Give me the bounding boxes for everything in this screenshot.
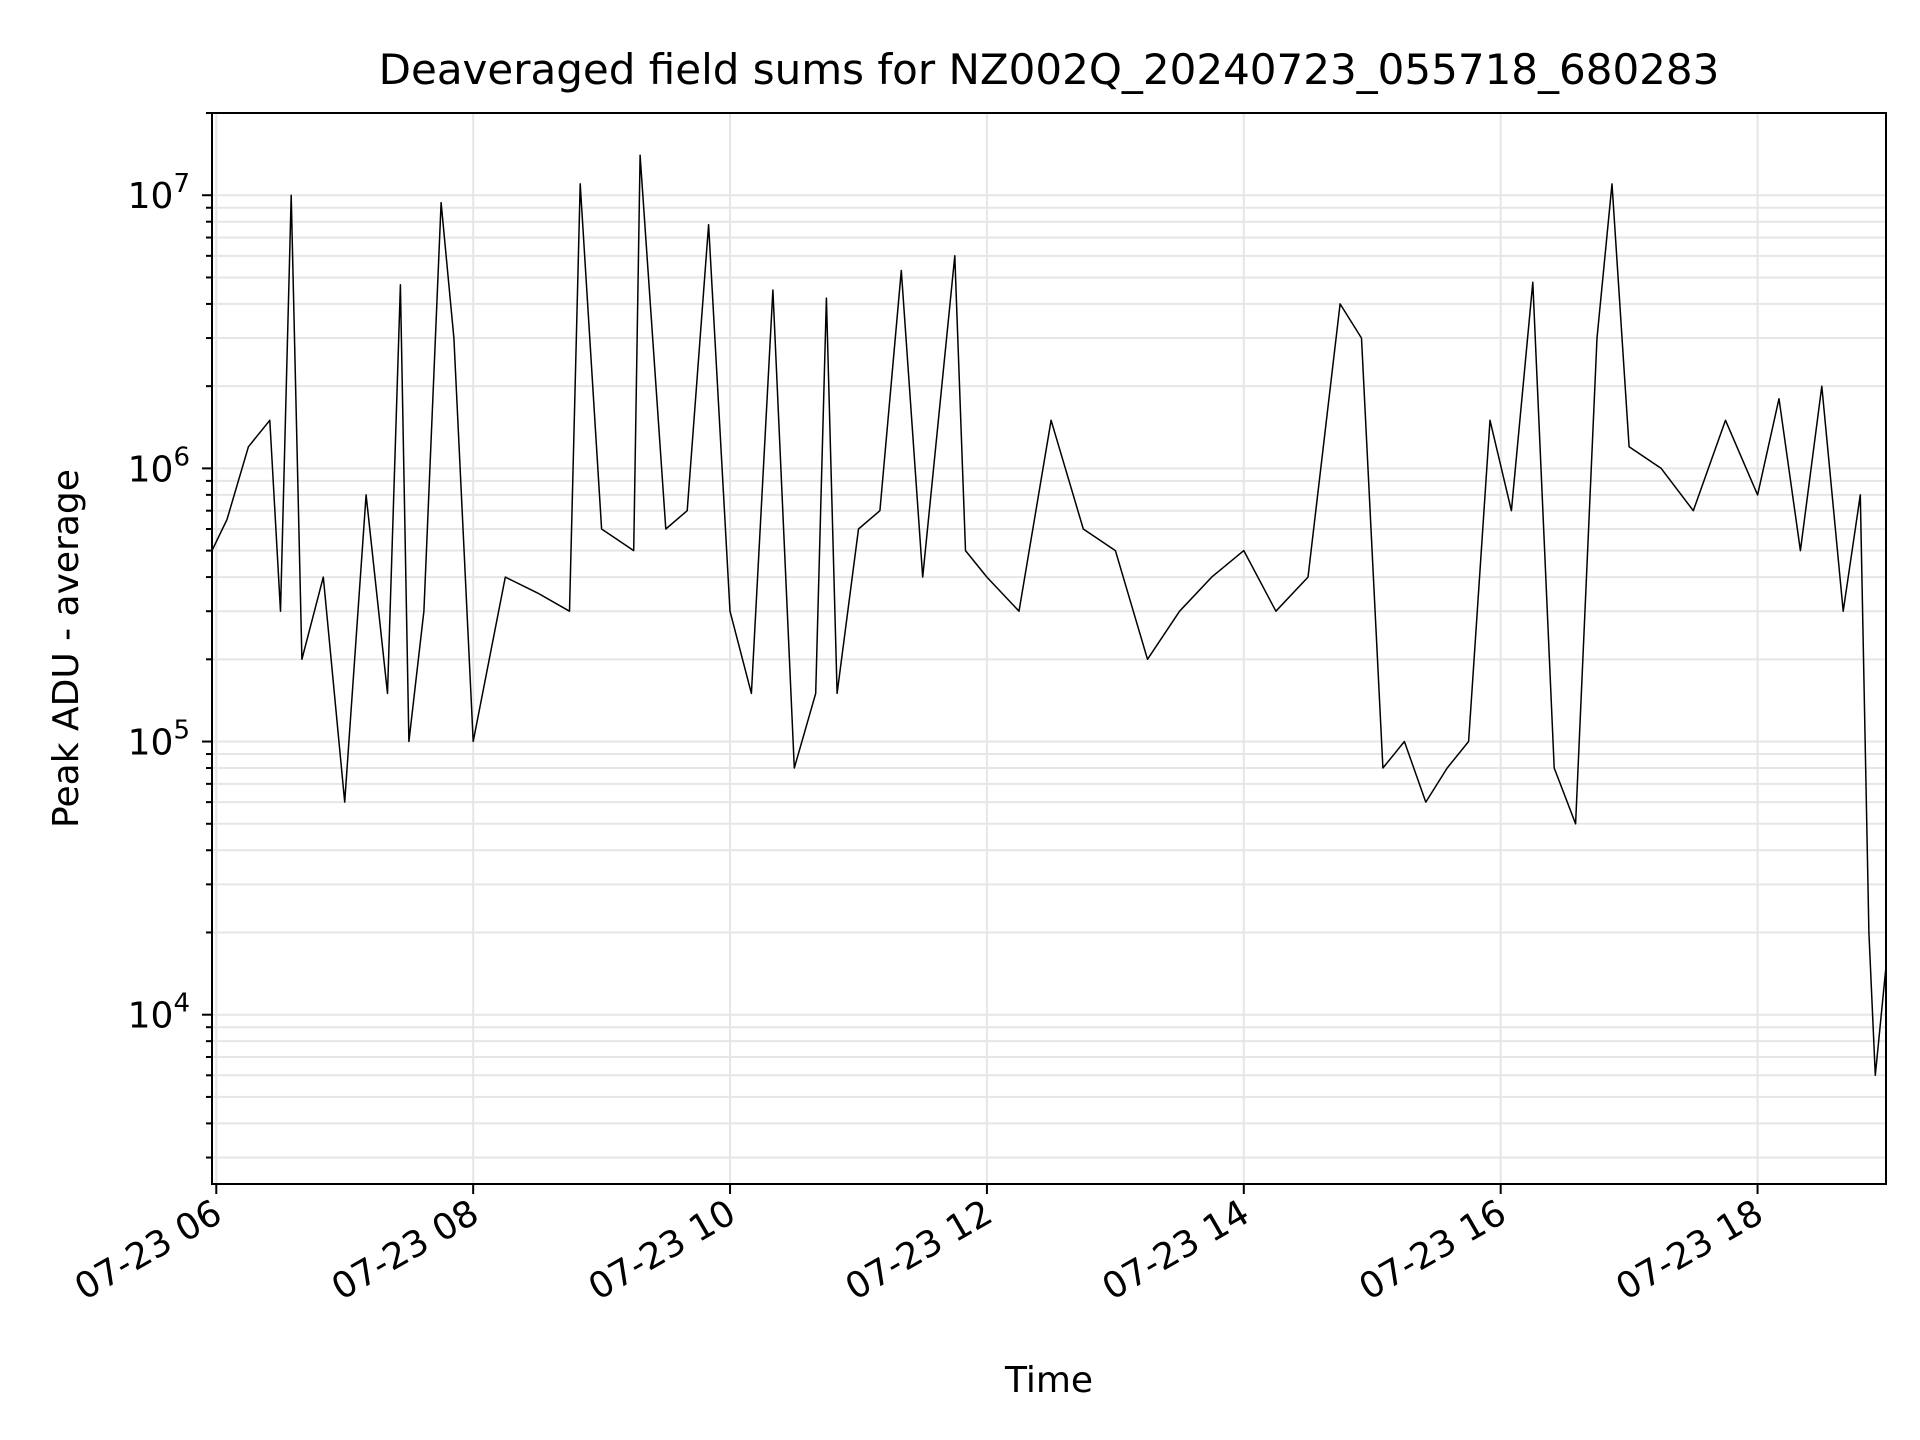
series-layer — [211, 154, 1887, 1077]
y-axis-label: Peak ADU - average — [46, 469, 87, 828]
y-tick-exponent: 4 — [173, 989, 190, 1019]
x-tick-label: 07-23 16 — [1353, 1192, 1514, 1308]
chart-title: Deaveraged field sums for NZ002Q_2024072… — [379, 45, 1720, 94]
plot-frame — [211, 112, 1887, 1185]
y-tick-exponent: 6 — [173, 442, 190, 472]
x-tick-label: 07-23 10 — [582, 1192, 743, 1308]
y-tick-base: 10 — [128, 723, 174, 764]
series-line — [211, 154, 1887, 1077]
x-tick-label: 07-23 06 — [68, 1192, 229, 1308]
x-axis-label: Time — [1004, 1360, 1093, 1401]
y-tick-base: 10 — [128, 996, 174, 1037]
y-tick-label: 105 — [128, 716, 190, 764]
x-tick-label: 07-23 08 — [325, 1192, 486, 1308]
y-tick-label: 104 — [128, 989, 190, 1037]
x-tick-label: 07-23 12 — [839, 1192, 1000, 1308]
y-tick-label: 106 — [128, 442, 190, 490]
y-tick-label: 107 — [128, 169, 190, 217]
y-tick-base: 10 — [128, 176, 174, 217]
grid-lines — [212, 112, 1886, 1184]
y-tick-exponent: 5 — [173, 716, 190, 746]
x-axis: 07-23 06 07-23 08 07-23 10 07-23 12 07-23 14… — [68, 1184, 1770, 1309]
y-tick-base: 10 — [128, 449, 174, 490]
y-tick-exponent: 7 — [173, 169, 190, 199]
x-tick-label: 07-23 14 — [1096, 1192, 1257, 1308]
x-tick-label: 07-23 18 — [1609, 1192, 1770, 1308]
